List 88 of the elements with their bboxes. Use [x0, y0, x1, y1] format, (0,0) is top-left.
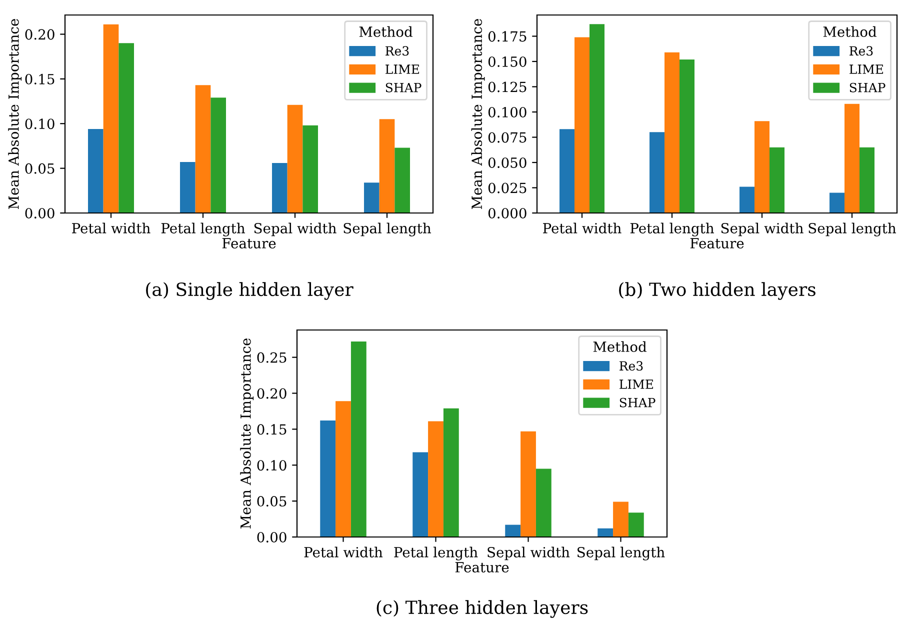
legend-label: LIME	[620, 380, 654, 389]
legend-label: LIME	[850, 64, 884, 74]
bar	[574, 37, 590, 213]
bar	[830, 192, 844, 213]
legend-label: LIME	[386, 64, 420, 74]
y-tick-label: 0.150	[488, 56, 526, 67]
bar	[628, 512, 644, 537]
y-tick-label: 0.20	[25, 29, 54, 40]
bar	[103, 24, 119, 213]
y-tick-label: 0.100	[488, 106, 526, 118]
legend-title: Method	[359, 26, 412, 37]
text: (c) Three hidden layers	[376, 600, 588, 618]
y-tick-label: 0.15	[257, 424, 286, 435]
bar	[560, 129, 574, 213]
x-tick-label: Sepal width	[721, 222, 804, 236]
legend-label: Re3	[620, 361, 643, 371]
x-axis-title: Feature	[455, 562, 509, 572]
bar	[364, 182, 380, 213]
y-axis-title: Mean Absolute Importance	[471, 18, 485, 210]
y-axis-title: Mean Absolute Importance	[240, 338, 254, 529]
x-tick-label: Sepal width	[254, 222, 336, 236]
bar	[394, 148, 410, 213]
bar	[118, 43, 134, 213]
bar	[650, 132, 664, 213]
legend-label: SHAP	[850, 82, 886, 92]
bar	[443, 408, 459, 537]
y-tick-label: 0.05	[257, 496, 286, 507]
text: (b) Two hidden layers	[619, 282, 816, 300]
y-tick-label: 0.125	[488, 82, 526, 92]
legend-label: SHAP	[620, 398, 656, 408]
x-tick-label: Sepal length	[808, 222, 896, 236]
y-tick-label: 0.15	[25, 74, 54, 84]
legend-label: Re3	[850, 46, 873, 56]
x-tick-label: Sepal width	[488, 546, 570, 560]
y-tick-label: 0.00	[257, 532, 286, 542]
bar	[664, 52, 680, 213]
bar	[680, 59, 694, 213]
bar	[88, 128, 104, 213]
x-tick-label: Sepal length	[344, 222, 432, 236]
bar	[598, 528, 614, 537]
legend-title: Method	[823, 26, 876, 37]
y-tick-label: 0.05	[25, 163, 54, 174]
bar	[613, 502, 628, 537]
legend-label: Re3	[386, 46, 409, 56]
text: (a) Single hidden layer	[146, 282, 354, 300]
y-tick-label: 0.25	[257, 352, 286, 363]
bar	[536, 468, 552, 537]
bar	[272, 162, 288, 213]
bar	[590, 24, 604, 213]
bar	[350, 342, 366, 537]
x-tick-label: Petal width	[72, 222, 150, 234]
bar	[336, 401, 351, 537]
bar	[754, 121, 770, 213]
bar	[210, 98, 226, 213]
bar	[520, 431, 536, 537]
y-tick-label: 0.025	[488, 182, 526, 194]
y-tick-label: 0.050	[488, 157, 526, 168]
bar	[412, 452, 428, 537]
legend-title: Method	[593, 341, 646, 352]
bar	[180, 162, 196, 213]
y-tick-label: 0.00	[25, 208, 54, 218]
y-tick-label: 0.175	[488, 31, 526, 42]
bar	[195, 85, 211, 213]
bar	[770, 147, 784, 213]
y-axis-title: Mean Absolute Importance	[8, 18, 22, 210]
y-tick-label: 0.10	[257, 460, 286, 471]
x-tick-label: Petal length	[161, 222, 245, 236]
bar	[379, 119, 395, 213]
y-tick-label: 0.20	[257, 388, 286, 399]
bar	[287, 104, 303, 213]
x-axis-title: Feature	[690, 238, 744, 248]
x-axis-title: Feature	[222, 238, 276, 248]
bar	[860, 147, 874, 213]
y-tick-label: 0.10	[25, 118, 54, 130]
legend-label: SHAP	[386, 82, 422, 92]
x-tick-label: Sepal length	[578, 546, 665, 560]
x-tick-label: Petal width	[304, 546, 383, 558]
bar	[320, 420, 336, 537]
bar	[740, 186, 754, 213]
x-tick-label: Petal length	[394, 546, 478, 560]
bar	[302, 125, 318, 213]
x-tick-label: Petal length	[630, 222, 714, 236]
bar	[428, 421, 444, 537]
x-tick-label: Petal width	[543, 222, 622, 234]
bar	[505, 524, 521, 537]
bar	[844, 104, 860, 213]
y-tick-label: 0.000	[488, 208, 526, 218]
y-tick-label: 0.075	[488, 132, 526, 143]
